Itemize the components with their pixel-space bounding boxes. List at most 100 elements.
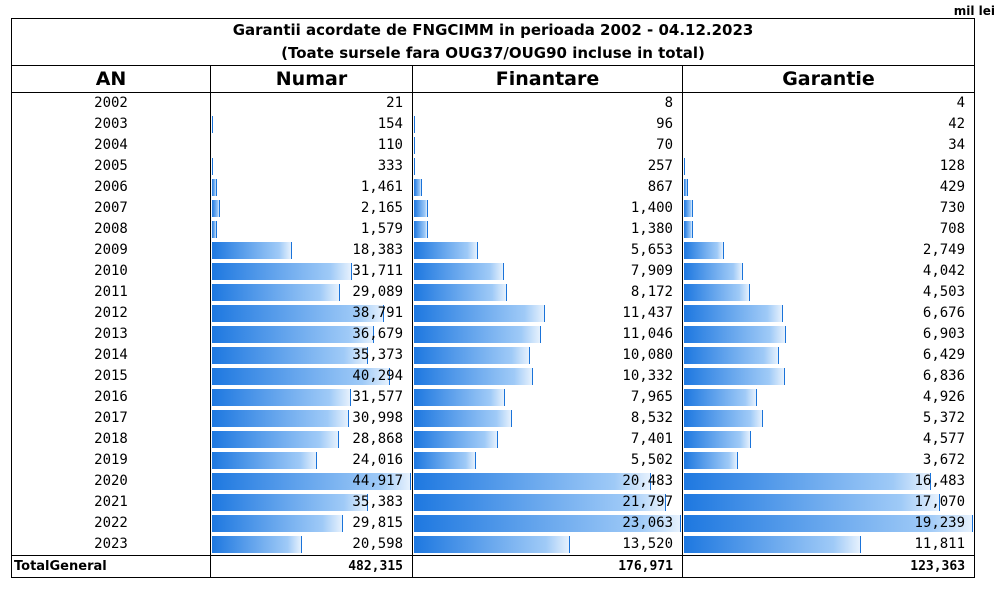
year-cell: 2012 (11, 303, 211, 324)
total-garantie-value: 123,363 (910, 559, 966, 574)
table-row: 2014 35,373 10,080 6,429 (11, 345, 976, 366)
numar-value: 29,815 (352, 515, 403, 531)
finantare-bar (414, 158, 415, 175)
finantare-value: 7,965 (630, 389, 673, 405)
finantare-value: 20,483 (622, 473, 673, 489)
total-finantare: 176,971 (412, 555, 683, 578)
finantare-bar (414, 326, 541, 343)
table-row: 2023 20,598 13,520 11,811 (11, 534, 976, 556)
numar-bar (212, 305, 384, 322)
finantare-value: 1,380 (630, 221, 673, 237)
table-row: 2008 1,579 1,380 708 (11, 219, 976, 240)
total-numar: 482,315 (210, 555, 413, 578)
numar-value: 2,165 (360, 200, 403, 216)
garantie-cell: 11,811 (681, 534, 976, 556)
numar-cell: 38,791 (210, 303, 413, 324)
garantie-bar (684, 158, 685, 175)
garantie-cell: 6,836 (681, 366, 976, 387)
finantare-value: 70 (656, 137, 673, 153)
numar-bar (212, 179, 217, 196)
finantare-value: 5,502 (630, 452, 673, 468)
garantie-value: 6,676 (922, 305, 966, 321)
year-cell: 2019 (11, 450, 211, 471)
numar-bar (212, 389, 352, 406)
finantare-value: 11,046 (622, 326, 673, 342)
finantare-bar (414, 200, 429, 217)
finantare-bar (414, 284, 508, 301)
finantare-value: 7,401 (630, 431, 673, 447)
finantare-cell: 1,380 (412, 219, 683, 240)
table-row: 2004 110 70 34 (11, 135, 976, 156)
numar-cell: 40,294 (210, 366, 413, 387)
garantie-cell: 19,239 (681, 513, 976, 534)
garantie-value: 2,749 (922, 242, 966, 258)
table-row: 2013 36,679 11,046 6,903 (11, 324, 976, 345)
numar-cell: 1,579 (210, 219, 413, 240)
finantare-bar (414, 347, 530, 364)
year-cell: 2016 (11, 387, 211, 408)
finantare-value: 257 (647, 158, 673, 174)
header-garantie: Garantie (681, 65, 976, 93)
garantie-cell: 17,070 (681, 492, 976, 513)
garantie-cell: 4 (681, 92, 976, 114)
year-cell: 2007 (11, 198, 211, 219)
finantare-bar (414, 473, 651, 490)
numar-cell: 2,165 (210, 198, 413, 219)
finantare-cell: 70 (412, 135, 683, 156)
finantare-value: 8,532 (630, 410, 673, 426)
year-cell: 2021 (11, 492, 211, 513)
numar-value: 36,679 (352, 326, 403, 342)
numar-value: 38,791 (352, 305, 403, 321)
numar-bar (212, 263, 352, 280)
table-row: 2009 18,383 5,653 2,749 (11, 240, 976, 261)
subtitle-row: (Toate sursele fara OUG37/OUG90 incluse … (10, 42, 976, 66)
finantare-bar (414, 389, 505, 406)
finantare-cell: 8,172 (412, 282, 683, 303)
year-cell: 2018 (11, 429, 211, 450)
garantie-bar (684, 221, 693, 238)
numar-bar (212, 494, 369, 511)
finantare-cell: 5,502 (412, 450, 683, 471)
garantie-value: 730 (939, 200, 966, 216)
garantie-cell: 128 (681, 156, 976, 177)
finantare-cell: 10,080 (412, 345, 683, 366)
finantare-bar (414, 137, 415, 154)
year-cell: 2017 (11, 408, 211, 429)
garantie-bar (684, 494, 941, 511)
garantie-bar (684, 263, 744, 280)
garantie-bar (684, 515, 974, 532)
year-cell: 2013 (11, 324, 211, 345)
garantie-cell: 5,372 (681, 408, 976, 429)
finantare-cell: 7,909 (412, 261, 683, 282)
unit-label: mil lei (953, 4, 995, 18)
numar-bar (212, 200, 220, 217)
garantie-value: 4 (956, 95, 966, 111)
finantare-value: 867 (647, 179, 673, 195)
garantie-cell: 34 (681, 135, 976, 156)
numar-cell: 31,711 (210, 261, 413, 282)
numar-bar (212, 116, 213, 133)
finantare-value: 10,080 (622, 347, 673, 363)
numar-value: 31,577 (352, 389, 403, 405)
numar-cell: 44,917 (210, 471, 413, 492)
garantie-cell: 4,926 (681, 387, 976, 408)
header-finantare: Finantare (412, 65, 683, 93)
garantie-value: 4,926 (922, 389, 966, 405)
numar-cell: 36,679 (210, 324, 413, 345)
finantare-bar (414, 116, 415, 133)
garantie-value: 4,577 (922, 431, 966, 447)
finantare-cell: 21,797 (412, 492, 683, 513)
finantare-cell: 867 (412, 177, 683, 198)
table-row: 2005 333 257 128 (11, 156, 976, 177)
finantare-bar (414, 179, 423, 196)
numar-value: 31,711 (352, 263, 403, 279)
year-cell: 2004 (11, 135, 211, 156)
garantie-value: 4,503 (922, 284, 966, 300)
table-row: 2022 29,815 23,063 19,239 (11, 513, 976, 534)
finantare-cell: 257 (412, 156, 683, 177)
header-row: AN Numar Finantare Garantie (11, 65, 976, 93)
total-garantie: 123,363 (681, 555, 976, 578)
table-body: 2002 21 8 4 2003 154 96 42 2004 110 70 34 2005 333 257… (11, 92, 976, 556)
numar-value: 1,461 (360, 179, 403, 195)
finantare-bar (414, 536, 570, 553)
